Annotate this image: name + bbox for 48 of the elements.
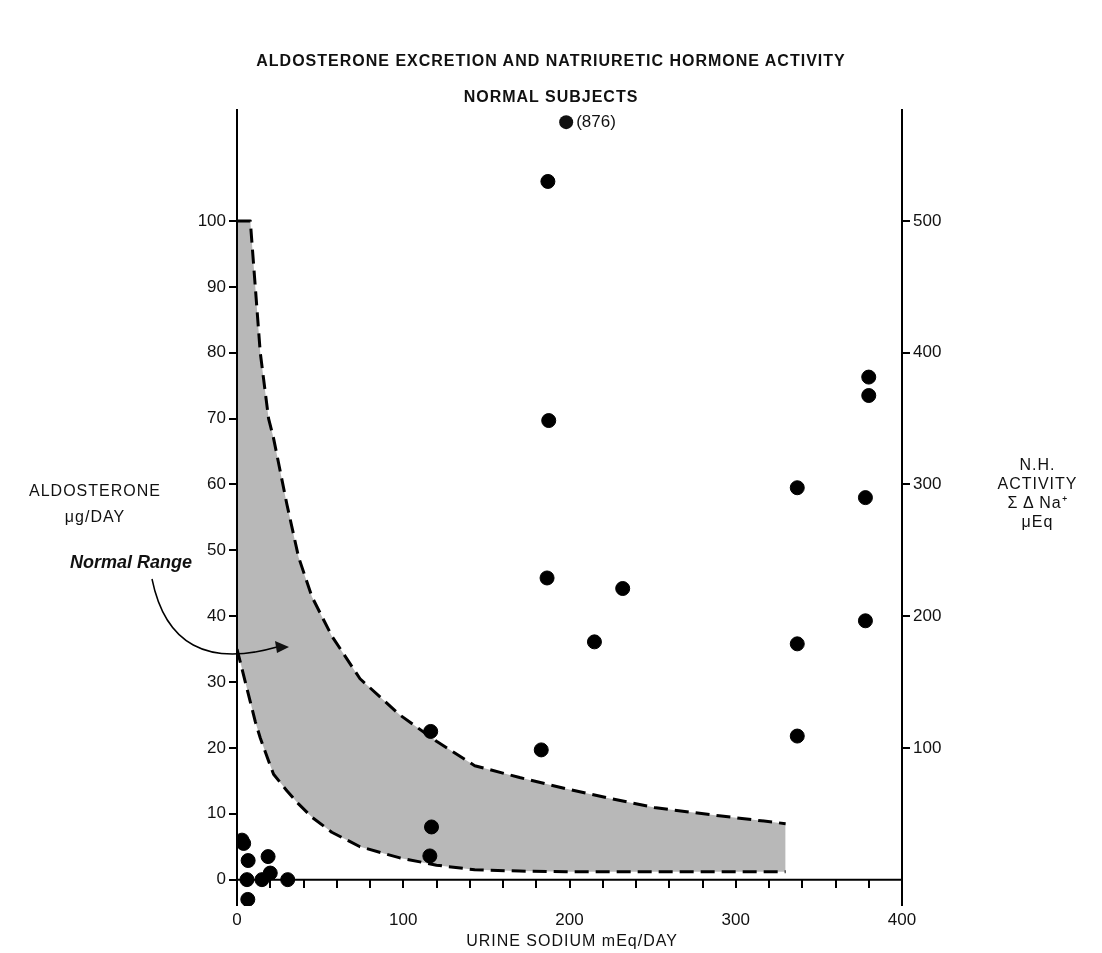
point [240,853,256,869]
point [262,865,278,881]
point [240,891,256,906]
x-tick-label: 200 [555,909,584,929]
y-tick-label: 10 [207,803,226,823]
point [857,490,873,506]
point [424,819,440,835]
x-axis-title: URINE SODIUM mEq/DAY [465,932,679,950]
y2-tick-label: 500 [913,210,942,230]
text: Normal Range [69,551,192,572]
y-tick-label: 20 [207,737,226,757]
chart-title: ALDOSTERONE EXCRETION AND NATRIURETIC HORMONE ACTIVITY [255,52,847,70]
point [789,636,805,652]
y2-tick-label: 100 [913,737,942,757]
y-axis-title: ALDOSTERONE μg/DAY [28,481,162,527]
point [539,570,555,586]
point [422,848,438,864]
y2-tick-label: 300 [913,474,942,494]
point [541,413,557,429]
annotation: (876) [576,111,616,131]
point [586,634,602,650]
x-tick-label: 300 [721,909,750,929]
y-tick-label: 40 [207,605,226,625]
chart-subtitle: NORMAL SUBJECTS [462,88,640,106]
y-tick-label: 100 [197,210,226,230]
point [423,723,439,739]
y2-tick-label: 200 [913,605,942,625]
point [615,581,631,597]
point [861,388,877,404]
x-tick-label: 0 [232,909,242,929]
point [789,480,805,496]
y-tick-label: 50 [207,540,226,559]
point [857,613,873,629]
x-tick-label: 100 [389,909,418,929]
point [861,369,877,385]
point [540,173,556,189]
y-tick-label: 0 [216,869,226,889]
x-tick-label: 400 [887,909,917,929]
y-tick-label: 70 [207,408,226,428]
point [789,728,805,744]
point [533,742,549,758]
y-tick-label: 30 [207,671,226,691]
y-tick-label: 90 [207,276,226,296]
y-tick-label: 80 [207,342,226,362]
point [260,849,276,865]
y2-axis-title: N.H. ACTIVITY Σ Δ Na⁺ μEq [996,455,1079,531]
y-tick-label: 60 [207,474,226,494]
y2-tick-label: 400 [913,342,942,362]
